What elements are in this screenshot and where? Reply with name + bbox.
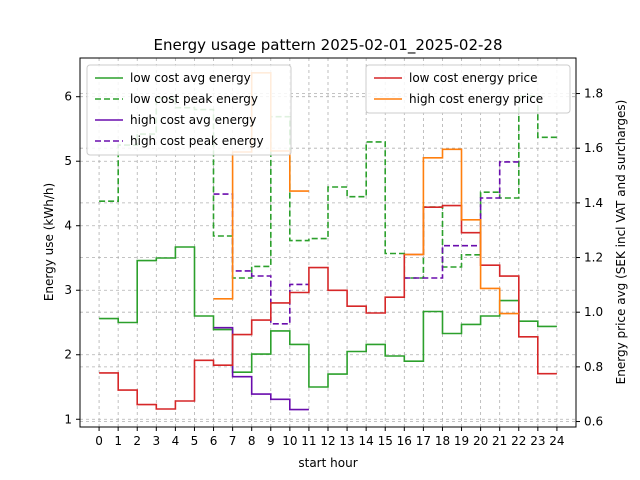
x-tick-label: 3 <box>152 434 160 448</box>
legend-label: low cost energy price <box>409 71 538 85</box>
y2-tick-label: 1.0 <box>584 305 603 319</box>
y2-tick-label: 0.6 <box>584 415 603 429</box>
y2-axis-label: Energy price avg (SEK incl VAT and surch… <box>614 100 628 385</box>
y2-tick-label: 1.4 <box>584 196 603 210</box>
y2-tick-label: 1.8 <box>584 87 603 101</box>
x-axis-label: start hour <box>298 456 357 470</box>
legend-energy: low cost avg energy low cost peak energy h… <box>86 64 292 156</box>
x-tick-label: 16 <box>397 434 412 448</box>
tick-layer: 0 1 2 3 4 5 6 7 8 9 10 11 12 13 14 15 16 17 18 19 20 21 22 23 24… <box>64 87 603 448</box>
series-high-cost-avg-energy-line <box>213 326 309 411</box>
y2-tick-label: 1.2 <box>584 251 603 265</box>
legend-price: low cost energy price high cost energy pr… <box>365 64 571 114</box>
chart-title: Energy usage pattern 2025-02-01_2025-02-… <box>153 36 502 55</box>
x-tick-label: 1 <box>114 434 122 448</box>
x-tick-label: 14 <box>359 434 374 448</box>
x-tick-label: 0 <box>95 434 103 448</box>
x-tick-label: 17 <box>416 434 431 448</box>
x-tick-label: 5 <box>191 434 199 448</box>
y2-tick-label: 0.8 <box>584 360 603 374</box>
x-tick-label: 8 <box>248 434 256 448</box>
x-tick-label: 21 <box>492 434 507 448</box>
series-low-cost-avg-energy-line <box>99 246 557 388</box>
x-tick-label: 4 <box>172 434 180 448</box>
x-tick-label: 6 <box>210 434 218 448</box>
x-tick-label: 11 <box>301 434 316 448</box>
legend-label: low cost avg energy <box>130 71 251 85</box>
x-tick-label: 24 <box>549 434 564 448</box>
x-tick-label: 15 <box>378 434 393 448</box>
x-tick-label: 18 <box>435 434 450 448</box>
x-tick-label: 23 <box>530 434 545 448</box>
y-tick-label: 2 <box>64 348 72 362</box>
y-axis-label: Energy use (kWh/h) <box>42 183 56 301</box>
y-tick-label: 4 <box>64 219 72 233</box>
x-tick-label: 20 <box>473 434 488 448</box>
y-tick-label: 3 <box>64 283 72 297</box>
y-tick-label: 5 <box>64 154 72 168</box>
x-tick-label: 13 <box>339 434 354 448</box>
legend-label: low cost peak energy <box>130 92 258 106</box>
x-tick-label: 19 <box>454 434 469 448</box>
legend-frame <box>365 64 571 114</box>
y-tick-label: 6 <box>64 90 72 104</box>
x-tick-label: 2 <box>133 434 141 448</box>
x-tick-label: 22 <box>511 434 526 448</box>
x-tick-label: 10 <box>282 434 297 448</box>
x-tick-label: 9 <box>267 434 275 448</box>
x-tick-label: 7 <box>229 434 237 448</box>
legend-label: high cost energy price <box>409 92 543 106</box>
x-tick-label: 12 <box>320 434 335 448</box>
legend-frame <box>86 64 292 156</box>
y2-tick-label: 1.6 <box>584 141 603 155</box>
legend-label: high cost peak energy <box>130 134 264 148</box>
legend-label: high cost avg energy <box>130 113 256 127</box>
y-tick-label: 1 <box>64 412 72 426</box>
